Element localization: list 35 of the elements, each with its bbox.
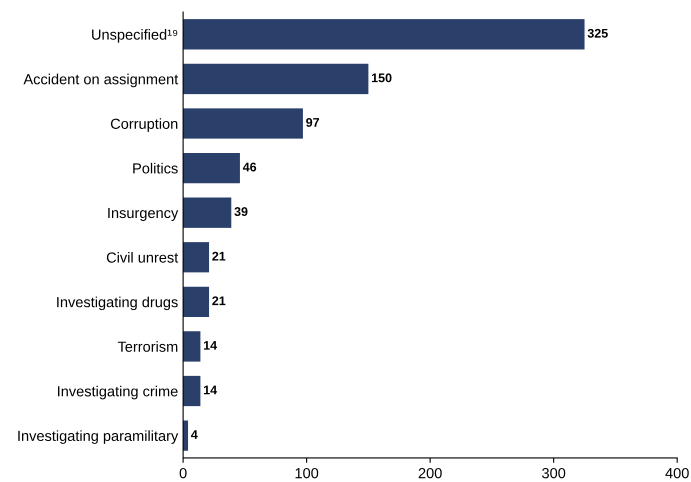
bar: [183, 420, 188, 451]
bar: [183, 376, 200, 406]
y-tick-label: Civil unrest: [106, 252, 178, 263]
bar: [183, 286, 210, 318]
y-tick-label: Insurgency: [108, 208, 178, 221]
y-tick-label: Investigating paramilitary: [18, 430, 178, 444]
data-label: 4: [191, 430, 198, 439]
bar: [183, 198, 232, 228]
y-tick-label: Corruption: [110, 118, 178, 132]
y-tick-label: Investigating crime: [58, 386, 178, 400]
data-label: 46: [242, 162, 256, 172]
x-tick-label: 400: [665, 468, 689, 478]
bar: [183, 242, 210, 272]
bar: [183, 19, 585, 50]
data-label: 14: [204, 341, 218, 350]
data-label: 97: [306, 118, 320, 127]
x-tick-label: 300: [542, 468, 566, 478]
data-label: 21: [212, 296, 226, 306]
bar: [183, 64, 368, 94]
y-tick-label: Accident on assignment: [23, 74, 178, 88]
y-tick-label: Politics: [133, 162, 178, 174]
data-label: 39: [234, 207, 248, 216]
bar: [183, 108, 303, 139]
data-label: 150: [372, 73, 392, 82]
bar: [183, 331, 200, 362]
x-tick-label: 100: [296, 468, 318, 478]
bar: [183, 152, 240, 184]
data-label: 21: [212, 252, 226, 260]
x-tick-label: 200: [418, 468, 442, 478]
y-tick-label: Unspecified¹⁹: [92, 29, 178, 43]
y-tick-label: Terrorism: [118, 341, 178, 352]
data-label: 14: [204, 386, 218, 394]
y-tick-label: Investigating drugs: [57, 296, 178, 310]
data-label: 325: [588, 28, 608, 38]
x-tick-label: 0: [180, 468, 187, 478]
